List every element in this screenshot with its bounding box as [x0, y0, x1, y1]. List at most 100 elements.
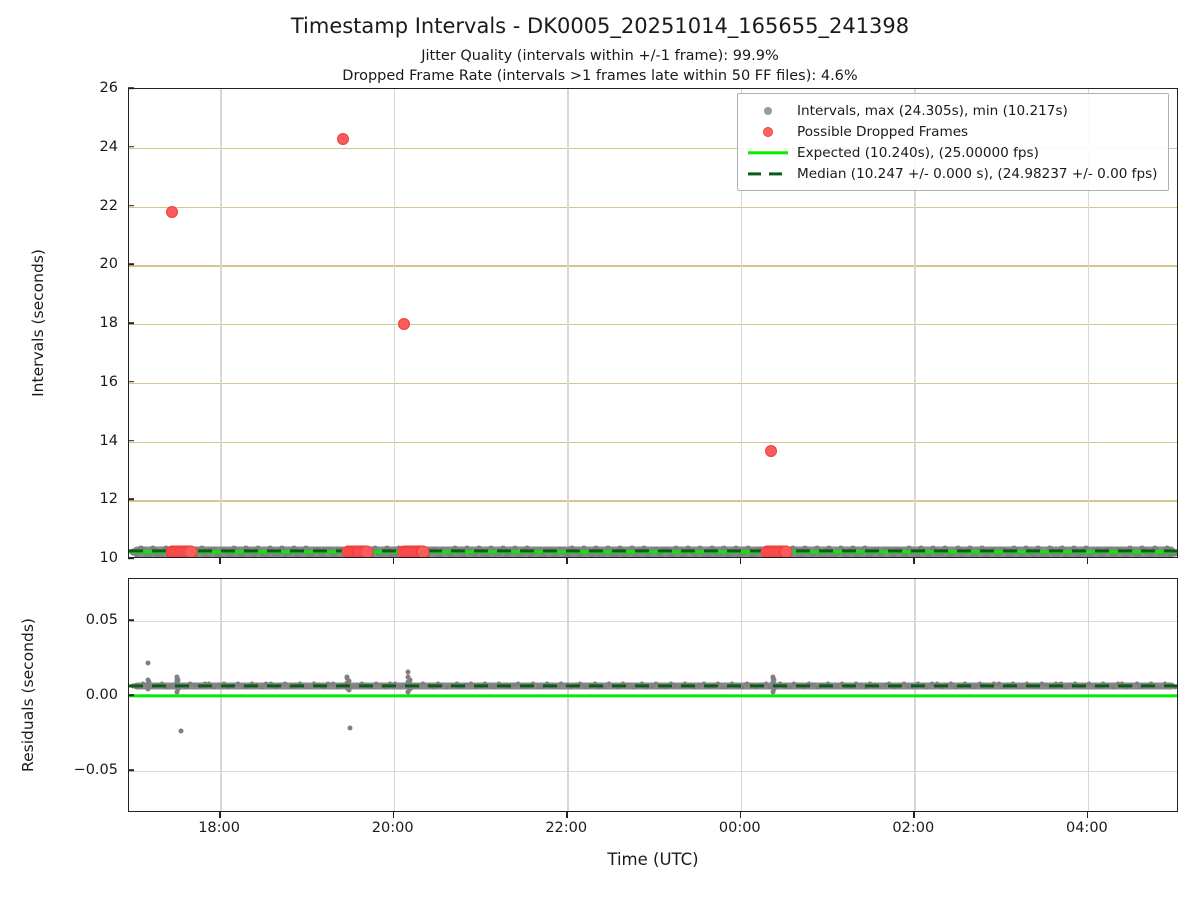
x-tick-mark [219, 558, 221, 564]
residual-outlier-point [347, 725, 353, 730]
y-tick-label: 16 [99, 373, 118, 390]
x-tick-mark [392, 812, 395, 818]
interval-point [970, 551, 978, 557]
residuals-y-axis-label: Residuals (seconds) [19, 618, 37, 772]
residual-point [977, 681, 983, 687]
interval-point [306, 551, 314, 557]
legend-item[interactable]: Expected (10.240s), (25.00000 fps) [746, 142, 1158, 163]
interval-point [330, 551, 338, 557]
residual-point [1124, 684, 1130, 690]
y-tick-label: 18 [99, 315, 118, 331]
interval-point [917, 545, 925, 553]
y-tick-label: 10 [99, 550, 118, 566]
interval-point [889, 551, 897, 557]
interval-point [905, 545, 913, 553]
residual-point [1172, 684, 1177, 690]
residual-point [444, 684, 450, 690]
y-tick-label: 14 [99, 432, 118, 449]
interval-point [736, 550, 744, 557]
interval-point [696, 545, 704, 553]
x-tick-mark [566, 812, 568, 818]
residual-point [815, 684, 821, 690]
residual-point [159, 681, 165, 687]
dropped-frame-outlier [166, 206, 179, 219]
y-tick-mark [128, 769, 134, 771]
interval-point [592, 545, 600, 553]
chart-subtitle-dropped: Dropped Frame Rate (intervals >1 frames … [342, 68, 858, 84]
interval-point [564, 551, 572, 557]
gridline-horizontal [129, 621, 1177, 623]
y-tick-mark [128, 694, 134, 696]
legend-item[interactable]: Intervals, max (24.305s), min (10.217s) [746, 100, 1158, 121]
residual-point [297, 681, 303, 686]
legend-item[interactable]: Median (10.247 +/- 0.000 s), (24.98237 +… [746, 163, 1158, 184]
interval-point [551, 551, 559, 557]
residual-point [644, 684, 650, 690]
interval-point [853, 551, 861, 557]
interval-point [242, 545, 250, 553]
residual-point [706, 684, 712, 690]
residual-point [1062, 684, 1068, 690]
interval-point [913, 550, 921, 557]
chart-legend[interactable]: Intervals, max (24.305s), min (10.217s) P… [737, 93, 1169, 191]
interval-point [692, 550, 700, 557]
residual-point [311, 681, 317, 687]
y-tick-mark [128, 498, 134, 501]
y-tick-label: 0.00 [85, 687, 118, 703]
interval-point [744, 545, 752, 553]
interval-point [527, 551, 535, 557]
gridline-vertical [220, 89, 222, 557]
interval-point [459, 551, 467, 557]
x-tick-mark [913, 812, 915, 818]
y-tick-mark [128, 380, 134, 383]
residual-point [373, 681, 379, 687]
residual-point [1072, 681, 1078, 687]
gridline-horizontal [129, 206, 1177, 208]
interval-point [704, 550, 712, 557]
residual-point [197, 684, 203, 690]
residual-point [321, 684, 327, 690]
chart-subtitle-jitter: Jitter Quality (intervals within +/-1 fr… [421, 48, 779, 64]
interval-point [644, 551, 652, 557]
gridline-vertical [1087, 89, 1090, 557]
y-tick-mark [128, 439, 134, 442]
gridline-vertical [393, 89, 396, 557]
residual-point [615, 684, 621, 690]
interval-point [1030, 550, 1038, 557]
interval-point [318, 551, 326, 557]
interval-point [580, 545, 588, 553]
interval-point [1110, 551, 1118, 557]
interval-point [214, 551, 222, 557]
residual-point [211, 684, 217, 690]
residual-point [544, 681, 550, 687]
interval-point [841, 550, 849, 557]
interval-point [1006, 551, 1014, 557]
residual-point [221, 681, 227, 687]
interval-point [202, 551, 210, 557]
expected-line [129, 694, 1177, 698]
residual-point [282, 681, 288, 687]
residual-point [496, 681, 502, 687]
interval-point [901, 551, 909, 557]
interval-point [266, 545, 274, 553]
residual-point [506, 684, 512, 690]
residual-point [568, 684, 574, 690]
residual-point [825, 681, 831, 687]
residual-point [829, 684, 835, 690]
x-tick-label: 20:00 [371, 820, 414, 836]
gridline-vertical [740, 89, 743, 557]
residual-point [259, 684, 265, 690]
residual-point [801, 684, 807, 690]
interval-point [137, 545, 145, 553]
interval-point [1062, 550, 1070, 557]
interval-point [684, 545, 692, 553]
interval-point [825, 545, 833, 553]
legend-item[interactable]: Possible Dropped Frames [746, 121, 1158, 142]
y-tick-label: 20 [99, 256, 118, 273]
interval-point [1151, 545, 1159, 553]
residual-point [653, 681, 659, 687]
residual-point [174, 689, 180, 694]
residual-point [1134, 681, 1140, 687]
residual-point [458, 684, 464, 690]
